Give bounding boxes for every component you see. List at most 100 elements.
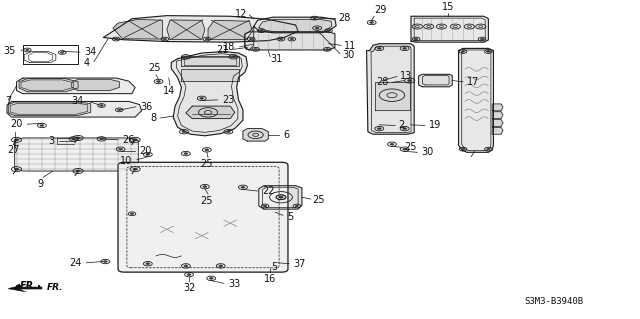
Circle shape xyxy=(227,131,230,133)
Text: 34: 34 xyxy=(72,96,84,106)
Circle shape xyxy=(133,139,138,141)
Circle shape xyxy=(14,168,19,170)
Circle shape xyxy=(378,48,381,49)
Polygon shape xyxy=(492,127,503,134)
Polygon shape xyxy=(367,44,414,134)
Polygon shape xyxy=(8,102,91,115)
Polygon shape xyxy=(492,112,503,119)
Text: 30: 30 xyxy=(421,147,433,157)
Circle shape xyxy=(403,128,406,130)
Polygon shape xyxy=(19,79,78,92)
Circle shape xyxy=(146,263,150,265)
Text: 26: 26 xyxy=(122,135,135,145)
Text: 9: 9 xyxy=(37,179,43,189)
Text: 32: 32 xyxy=(183,283,195,293)
Polygon shape xyxy=(181,56,239,66)
Polygon shape xyxy=(17,78,135,94)
Polygon shape xyxy=(72,79,119,91)
Text: 5: 5 xyxy=(271,262,278,271)
Circle shape xyxy=(378,128,381,130)
Polygon shape xyxy=(411,16,488,42)
FancyBboxPatch shape xyxy=(118,162,288,272)
Circle shape xyxy=(370,21,374,24)
Polygon shape xyxy=(245,32,335,50)
Circle shape xyxy=(118,109,121,111)
Text: FR.: FR. xyxy=(20,281,38,292)
Circle shape xyxy=(486,148,490,150)
Text: 13: 13 xyxy=(399,71,412,81)
Text: 7: 7 xyxy=(5,96,12,106)
Text: 22: 22 xyxy=(262,186,275,196)
Text: 19: 19 xyxy=(429,121,441,130)
Circle shape xyxy=(414,38,418,40)
Circle shape xyxy=(486,51,490,52)
Text: 23: 23 xyxy=(222,95,234,105)
Text: 31: 31 xyxy=(270,54,282,64)
Text: 6: 6 xyxy=(283,130,289,140)
Polygon shape xyxy=(172,51,248,136)
Polygon shape xyxy=(8,285,42,292)
Circle shape xyxy=(403,148,406,150)
Circle shape xyxy=(279,38,283,40)
Circle shape xyxy=(295,205,299,207)
Polygon shape xyxy=(181,69,239,80)
Circle shape xyxy=(182,131,186,133)
Text: 8: 8 xyxy=(150,113,156,123)
Polygon shape xyxy=(375,82,410,110)
Circle shape xyxy=(184,56,188,58)
Circle shape xyxy=(26,49,29,51)
Polygon shape xyxy=(492,104,503,111)
Circle shape xyxy=(115,38,118,40)
Circle shape xyxy=(205,38,209,40)
Circle shape xyxy=(131,213,134,215)
Circle shape xyxy=(184,265,188,267)
Circle shape xyxy=(408,79,412,82)
Circle shape xyxy=(241,186,245,188)
Circle shape xyxy=(103,261,108,263)
Text: 11: 11 xyxy=(344,41,356,51)
Circle shape xyxy=(461,148,465,150)
Text: 37: 37 xyxy=(294,259,306,269)
Text: 24: 24 xyxy=(69,258,81,268)
Polygon shape xyxy=(459,48,493,152)
Circle shape xyxy=(290,38,294,40)
Text: 28: 28 xyxy=(338,13,351,23)
Polygon shape xyxy=(186,106,235,119)
Circle shape xyxy=(390,143,394,145)
Text: 36: 36 xyxy=(140,102,152,112)
Circle shape xyxy=(250,38,253,40)
Circle shape xyxy=(76,137,81,139)
Text: 15: 15 xyxy=(442,2,454,12)
Circle shape xyxy=(403,48,406,49)
Circle shape xyxy=(72,138,76,140)
Polygon shape xyxy=(245,26,253,50)
Text: FR.: FR. xyxy=(46,283,63,292)
Text: 18: 18 xyxy=(223,42,235,52)
Polygon shape xyxy=(113,19,163,39)
Circle shape xyxy=(260,30,263,32)
Text: 20: 20 xyxy=(10,119,23,129)
Text: 25: 25 xyxy=(148,63,161,73)
Circle shape xyxy=(315,27,319,29)
Text: 25: 25 xyxy=(404,142,417,152)
Text: 30: 30 xyxy=(342,50,355,60)
Text: 29: 29 xyxy=(374,5,387,15)
Text: 20: 20 xyxy=(140,146,152,156)
Circle shape xyxy=(100,138,104,140)
Polygon shape xyxy=(253,17,336,33)
Circle shape xyxy=(146,153,150,155)
Circle shape xyxy=(480,38,484,40)
Text: 33: 33 xyxy=(228,279,241,289)
Text: 16: 16 xyxy=(264,274,276,284)
Text: 34: 34 xyxy=(84,47,97,57)
Circle shape xyxy=(133,168,138,170)
Circle shape xyxy=(205,149,209,151)
Text: 25: 25 xyxy=(200,196,213,206)
Polygon shape xyxy=(259,186,302,209)
Circle shape xyxy=(61,52,64,53)
Text: 35: 35 xyxy=(3,46,15,56)
Polygon shape xyxy=(208,20,252,40)
Text: 17: 17 xyxy=(467,77,479,87)
Polygon shape xyxy=(259,19,332,32)
Text: 25: 25 xyxy=(313,195,325,205)
